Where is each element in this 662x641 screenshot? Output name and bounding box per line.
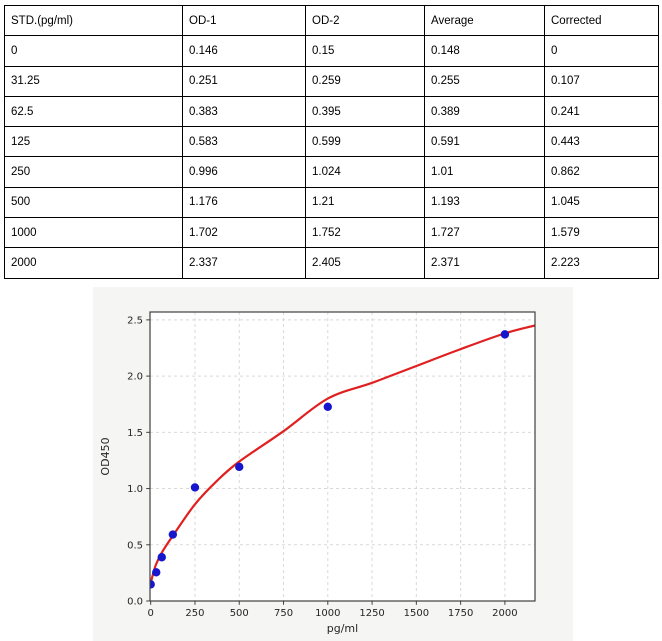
table-cell: 1000 <box>4 217 183 249</box>
plot-border <box>149 311 536 602</box>
table-cell: 1.024 <box>305 156 425 188</box>
x-tick-label: 2000 <box>492 608 517 619</box>
column-header: OD-2 <box>305 4 425 37</box>
table-cell: 0.395 <box>305 95 425 128</box>
standard-curve-chart: 0 250 500 750 1000 1250 1500 1750 2000 0.0 0.5 1.0 1… <box>93 287 573 641</box>
column-header: Corrected <box>544 4 659 37</box>
table-row: 2000 2.337 2.405 2.371 2.223 <box>4 247 659 279</box>
table-cell: 0.146 <box>182 35 306 67</box>
table-cell: 1.702 <box>182 217 306 249</box>
table-cell: 1.752 <box>305 217 425 249</box>
table-cell: 1.21 <box>305 186 425 219</box>
table-cell: 125 <box>4 126 183 158</box>
table-cell: 62.5 <box>4 95 183 128</box>
fit-curve <box>150 324 535 584</box>
y-tick-label: 2.5 <box>127 315 143 326</box>
y-tick-label: 1.0 <box>127 484 143 495</box>
table-cell: 0.389 <box>424 95 545 128</box>
table-cell: 0.599 <box>305 126 425 158</box>
table-cell: 1.045 <box>544 186 659 219</box>
table-cell: 0.148 <box>424 35 545 67</box>
y-tick-label: 0.5 <box>127 540 143 551</box>
y-tick-label: 1.5 <box>127 428 143 439</box>
standards-table: STD.(pg/ml) OD-1 OD-2 Average Corrected 0 0.1… <box>4 4 659 279</box>
table-cell: 0.862 <box>544 156 659 188</box>
table-row: 31.25 0.251 0.259 0.255 0.107 <box>4 65 659 97</box>
y-tick-label: 0.0 <box>127 597 143 608</box>
table-cell: 0.241 <box>544 95 659 128</box>
y-tick-label: 2.0 <box>127 372 143 383</box>
table-cell: 0.583 <box>182 126 306 158</box>
table-cell: 500 <box>4 186 183 219</box>
table-cell: 0.107 <box>544 65 659 97</box>
data-point <box>323 402 332 411</box>
x-tick-label: 1000 <box>315 608 340 619</box>
data-point <box>500 330 510 339</box>
data-point <box>235 462 244 472</box>
table-cell: 1.579 <box>544 217 659 249</box>
table-cell: 0.259 <box>305 65 425 97</box>
x-tick-label: 0 <box>148 608 154 619</box>
table-cell: 0.383 <box>182 95 306 128</box>
table-row: 1000 1.702 1.752 1.727 1.579 <box>4 217 659 249</box>
table-cell: 0.591 <box>424 126 545 158</box>
table-cell: 2.337 <box>182 247 306 279</box>
data-point <box>190 483 200 492</box>
column-header: OD-1 <box>182 4 306 37</box>
table-cell: 2000 <box>4 247 183 279</box>
data-point <box>152 568 161 577</box>
table-cell: 0.15 <box>305 35 425 67</box>
x-tick-label: 1750 <box>448 608 473 619</box>
table-cell: 0 <box>544 35 659 67</box>
table-cell: 2.405 <box>305 247 425 279</box>
x-tick-label: 500 <box>230 608 249 619</box>
x-tick-label: 1250 <box>359 608 384 619</box>
table-header-row: STD.(pg/ml) OD-1 OD-2 Average Corrected <box>4 4 659 37</box>
data-point <box>157 553 166 562</box>
x-tick-label: 1500 <box>404 608 429 619</box>
table-cell: 0 <box>4 35 183 67</box>
table-cell: 1.193 <box>424 186 545 219</box>
table-row: 0 0.146 0.15 0.148 0 <box>4 35 659 67</box>
data-point <box>150 580 155 589</box>
table-cell: 2.371 <box>424 247 545 279</box>
column-header: STD.(pg/ml) <box>4 4 183 37</box>
table-cell: 0.255 <box>424 65 545 97</box>
table-row: 250 0.996 1.024 1.01 0.862 <box>4 156 659 188</box>
table-cell: 0.996 <box>182 156 306 188</box>
table-cell: 31.25 <box>4 65 183 97</box>
table-cell: 1.176 <box>182 186 306 219</box>
table-cell: 250 <box>4 156 183 188</box>
table-cell: 1.727 <box>424 217 545 249</box>
table-cell: 2.223 <box>544 247 659 279</box>
table-cell: 0.251 <box>182 65 306 97</box>
x-axis-label: pg/ml <box>327 622 358 635</box>
x-tick-label: 250 <box>185 608 204 619</box>
table-cell: 0.443 <box>544 126 659 158</box>
scatter-series <box>150 330 510 589</box>
data-point <box>168 530 178 539</box>
table-cell: 1.01 <box>424 156 545 188</box>
standard-curve-figure: 0 250 500 750 1000 1250 1500 1750 2000 0.0 0.5 1.0 1… <box>93 287 573 641</box>
y-axis-label: OD450 <box>99 437 112 475</box>
table-row: 125 0.583 0.599 0.591 0.443 <box>4 126 659 158</box>
plot-area <box>150 312 535 601</box>
table-row: 500 1.176 1.21 1.193 1.045 <box>4 186 659 219</box>
column-header: Average <box>424 4 545 37</box>
x-tick-label: 750 <box>274 608 293 619</box>
table-row: 62.5 0.383 0.395 0.389 0.241 <box>4 95 659 128</box>
